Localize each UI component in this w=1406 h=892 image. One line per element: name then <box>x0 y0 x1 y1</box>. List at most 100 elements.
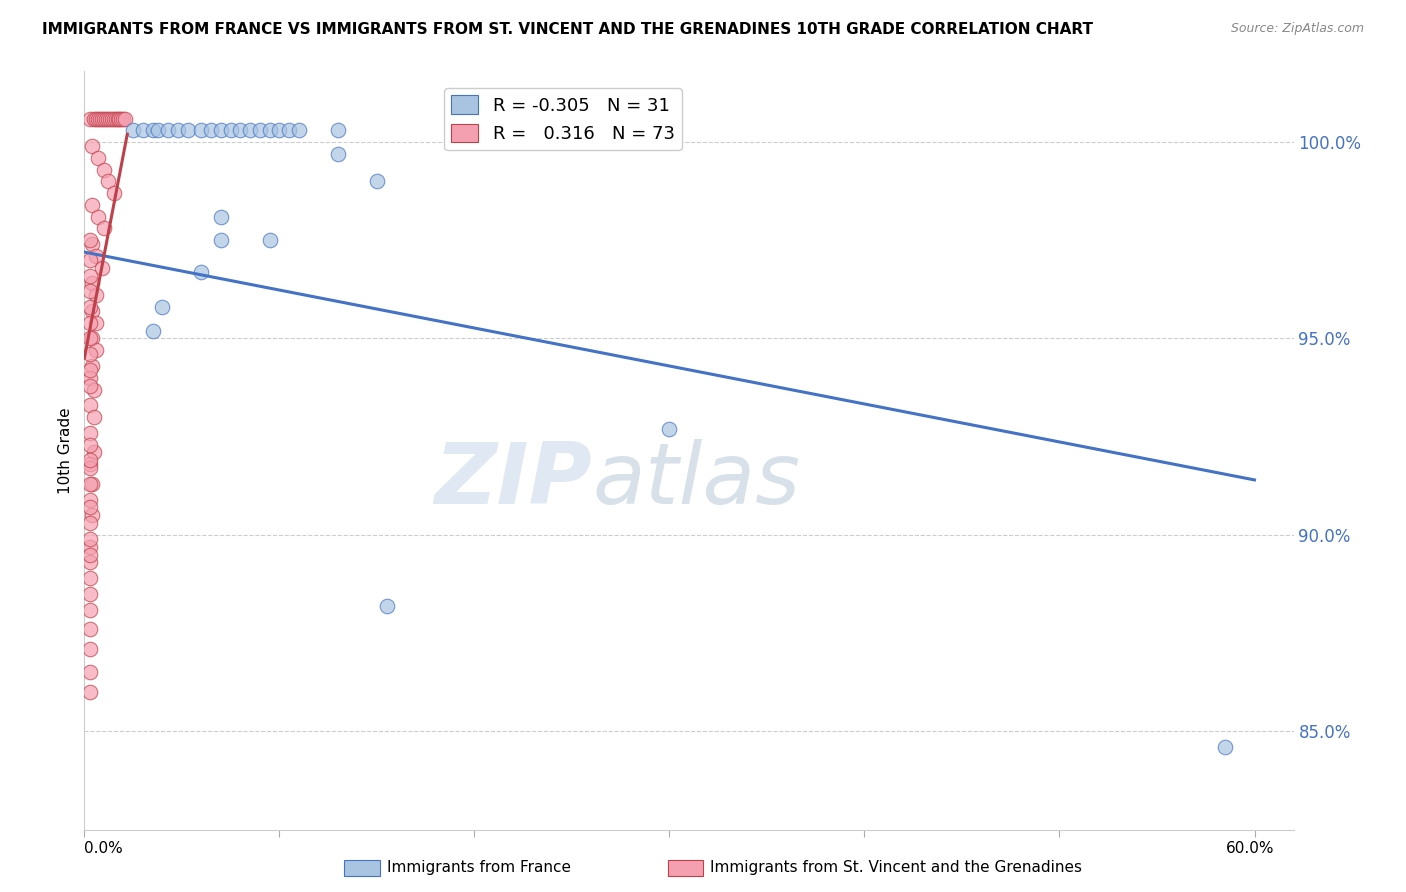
Point <box>209 210 232 224</box>
Point <box>94 112 117 126</box>
Point <box>93 162 115 177</box>
Text: ZIP: ZIP <box>434 439 592 523</box>
Point <box>142 123 165 137</box>
Point <box>114 112 136 126</box>
Point <box>97 112 120 126</box>
Point <box>79 112 101 126</box>
Point <box>87 151 110 165</box>
Point <box>82 237 104 252</box>
Point <box>82 277 104 291</box>
Point <box>90 112 112 126</box>
Point <box>229 123 252 137</box>
Point <box>103 112 125 126</box>
Point <box>259 123 281 137</box>
Point <box>82 304 104 318</box>
Point <box>190 123 212 137</box>
Legend: R = -0.305   N = 31, R =   0.316   N = 73: R = -0.305 N = 31, R = 0.316 N = 73 <box>444 88 682 150</box>
Point <box>79 453 101 467</box>
Point <box>259 233 281 247</box>
Point <box>79 476 101 491</box>
Point <box>79 641 101 656</box>
Point <box>83 383 105 397</box>
Point <box>79 233 101 247</box>
Point <box>79 437 101 451</box>
Point <box>132 123 155 137</box>
Point <box>79 285 101 299</box>
Point <box>84 343 107 358</box>
Point <box>150 300 173 314</box>
Point <box>98 112 121 126</box>
Point <box>269 123 291 137</box>
Point <box>326 123 349 137</box>
Point <box>84 316 107 330</box>
Point <box>375 599 398 613</box>
Point <box>84 249 107 263</box>
Point <box>79 425 101 440</box>
Point <box>79 371 101 385</box>
Point <box>108 112 131 126</box>
Text: Immigrants from France: Immigrants from France <box>387 861 571 875</box>
Point <box>79 532 101 546</box>
Point <box>288 123 311 137</box>
Point <box>83 445 105 459</box>
Point <box>82 331 104 345</box>
Point <box>581 123 603 137</box>
Point <box>79 540 101 554</box>
Point <box>209 233 232 247</box>
Point <box>79 492 101 507</box>
Point <box>366 174 388 188</box>
Point <box>658 422 681 436</box>
Point <box>79 685 101 699</box>
Point <box>79 331 101 345</box>
Point <box>79 398 101 412</box>
Point <box>83 112 105 126</box>
Point <box>79 363 101 377</box>
Point <box>200 123 222 137</box>
Point <box>112 112 135 126</box>
Point <box>278 123 301 137</box>
Point <box>82 359 104 373</box>
Point <box>82 476 104 491</box>
Point <box>79 457 101 471</box>
Point <box>142 324 165 338</box>
Point <box>79 556 101 570</box>
Point <box>79 587 101 601</box>
Point <box>249 123 271 137</box>
Point <box>93 221 115 235</box>
Text: Source: ZipAtlas.com: Source: ZipAtlas.com <box>1230 22 1364 36</box>
Point <box>79 548 101 562</box>
Point <box>100 112 122 126</box>
Point <box>79 622 101 636</box>
Point <box>79 300 101 314</box>
Point <box>79 316 101 330</box>
Point <box>93 112 115 126</box>
Point <box>177 123 200 137</box>
Point <box>84 288 107 302</box>
Point <box>84 112 107 126</box>
Point <box>157 123 180 137</box>
Point <box>79 665 101 680</box>
Point <box>97 174 120 188</box>
Point <box>87 210 110 224</box>
Point <box>79 268 101 283</box>
Text: atlas: atlas <box>592 439 800 523</box>
Point <box>79 347 101 361</box>
Point <box>79 500 101 515</box>
Point <box>148 123 170 137</box>
Point <box>79 602 101 616</box>
Point <box>82 139 104 153</box>
Text: 60.0%: 60.0% <box>1226 841 1274 856</box>
Point <box>219 123 242 137</box>
Text: IMMIGRANTS FROM FRANCE VS IMMIGRANTS FROM ST. VINCENT AND THE GRENADINES 10TH GR: IMMIGRANTS FROM FRANCE VS IMMIGRANTS FRO… <box>42 22 1094 37</box>
Point <box>79 461 101 475</box>
Point <box>79 378 101 392</box>
Point <box>104 112 127 126</box>
Point <box>326 146 349 161</box>
Point <box>167 123 190 137</box>
Point <box>89 112 111 126</box>
Point <box>79 516 101 530</box>
Point <box>83 410 105 425</box>
Point <box>90 260 112 275</box>
Point <box>190 265 212 279</box>
Point <box>103 186 125 201</box>
